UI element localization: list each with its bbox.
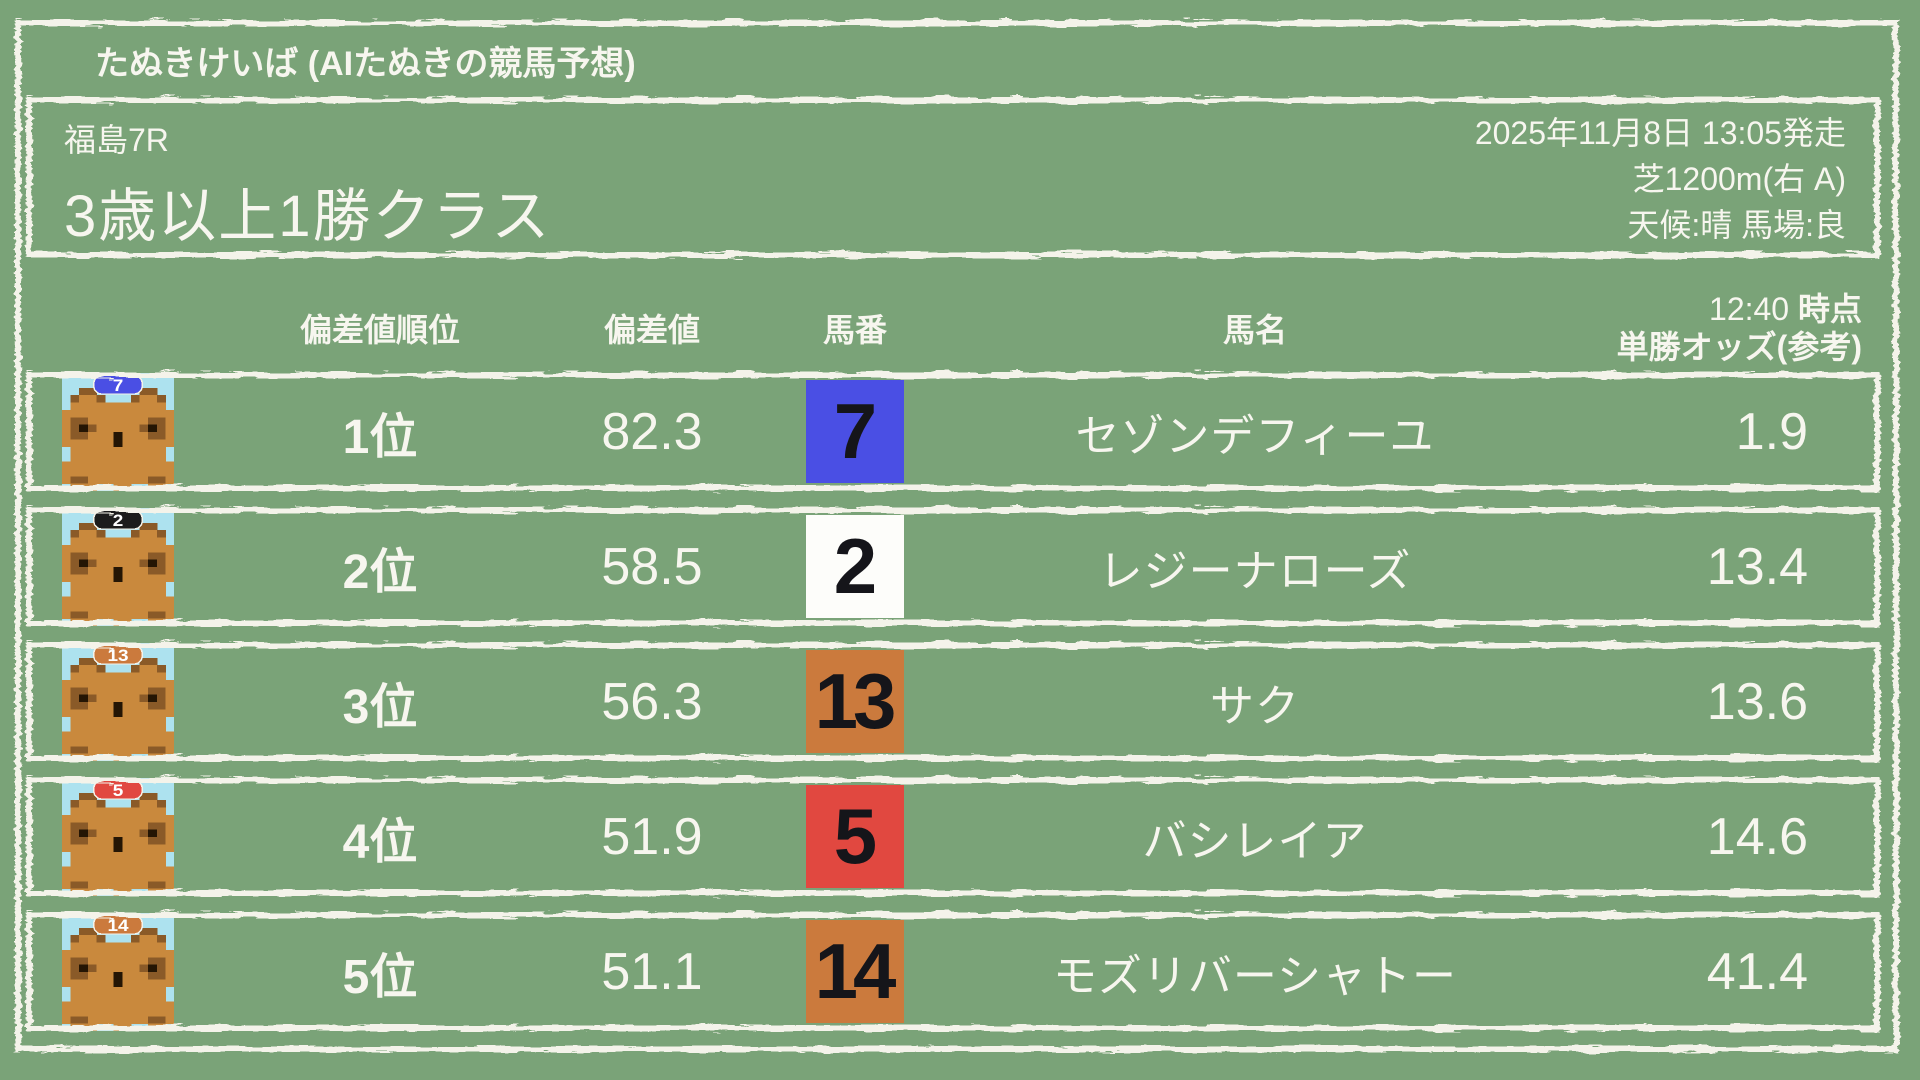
rank-label: 1位 [342,410,418,464]
header-rank: 偏差値順位 [299,312,460,348]
race-course: 福島7R [64,122,169,158]
odds-value: 1.9 [1735,402,1808,461]
odds-value: 13.6 [1706,672,1808,731]
header-number: 馬番 [822,312,887,348]
tanuki-avatar-icon: 14 [62,912,174,1031]
race-conditions: 天候:晴 馬場:良 [1627,206,1846,243]
rank-label: 4位 [342,815,418,869]
tanuki-avatar-icon: 2 [62,507,174,626]
svg-text:5: 5 [113,781,124,799]
horse-number-badge: 13 [806,650,904,753]
header-odds-time-line: 12:40 時点 [1554,290,1862,328]
prediction-row: 5 4位 51.9 5 バシレイア 14.6 [26,777,1880,896]
app-title: たぬきけいば (AIたぬきの競馬予想) [95,45,636,83]
deviation-value: 51.9 [601,807,703,866]
odds-label: 単勝オッズ(参考) [1616,329,1862,365]
svg-text:7: 7 [113,376,124,394]
race-info-right: 2025年11月8日 13:05発走 芝1200m(右 A) 天候:晴 馬場:良 [1475,107,1846,250]
badge-cell: 7 [754,380,956,483]
horse-number-badge: 5 [806,785,904,888]
badge-cell: 13 [754,650,956,753]
tanuki-avatar-icon: 7 [62,372,174,491]
header-deviation: 偏差値 [603,312,700,348]
odds-time: 12:40 [1709,291,1790,327]
deviation-value: 56.3 [601,672,703,731]
tanuki-avatar-icon: 5 [62,777,174,896]
avatar-cell: 7 [26,372,210,491]
svg-text:2: 2 [113,511,124,529]
race-start-datetime: 2025年11月8日 13:05発走 [1474,114,1846,151]
prediction-row: 2 2位 58.5 2 レジーナローズ 13.4 [26,507,1880,626]
race-info-left: 福島7R 3歳以上1勝クラス [64,107,551,250]
avatar-cell: 2 [26,507,210,626]
badge-cell: 5 [754,785,956,888]
header-name: 馬名 [1222,312,1287,348]
prediction-row: 14 5位 51.1 14 モズリバーシャトー 41.4 [26,912,1880,1031]
rank-label: 2位 [342,545,418,599]
avatar-cell: 13 [26,642,210,761]
badge-cell: 2 [754,515,956,618]
prediction-row: 13 3位 56.3 13 サク 13.6 [26,642,1880,761]
odds-value: 41.4 [1706,942,1808,1001]
horse-number-badge: 14 [806,920,904,1023]
header-odds: 12:40 時点 単勝オッズ(参考) [1554,290,1880,366]
rank-label: 5位 [342,950,418,1004]
prediction-rows: 7 1位 82.3 7 セゾンデフィーユ 1.9 2 2位 58.5 2 レジー… [26,372,1880,1031]
horse-number-badge: 7 [806,380,904,483]
horse-name: モズリバーシャトー [1052,951,1458,1001]
odds-value: 14.6 [1706,807,1808,866]
prediction-row: 7 1位 82.3 7 セゾンデフィーユ 1.9 [26,372,1880,491]
deviation-value: 58.5 [601,537,703,596]
avatar-cell: 5 [26,777,210,896]
horse-name: サク [1210,681,1300,731]
horse-number-badge: 2 [806,515,904,618]
race-info-panel: 福島7R 3歳以上1勝クラス 2025年11月8日 13:05発走 芝1200m… [26,97,1880,258]
horse-name: セゾンデフィーユ [1075,411,1435,461]
tanuki-avatar-icon: 13 [62,642,174,761]
horse-name: バシレイア [1142,816,1368,866]
svg-text:14: 14 [107,916,128,934]
odds-value: 13.4 [1706,537,1808,596]
avatar-cell: 14 [26,912,210,1031]
horse-name: レジーナローズ [1098,546,1412,596]
deviation-value: 51.1 [601,942,703,1001]
table-header-row: 偏差値順位 偏差値 馬番 馬名 12:40 時点 単勝オッズ(参考) [26,276,1880,380]
svg-text:13: 13 [107,646,128,664]
badge-cell: 14 [754,920,956,1023]
race-track: 芝1200m(右 A) [1632,160,1846,197]
rank-label: 3位 [342,680,418,734]
main-frame: たぬきけいば (AIたぬきの競馬予想) 福島7R 3歳以上1勝クラス 2025年… [15,20,1899,1052]
race-class-name: 3歳以上1勝クラス [64,184,552,249]
deviation-value: 82.3 [601,402,703,461]
odds-time-suffix: 時点 [1789,291,1862,327]
